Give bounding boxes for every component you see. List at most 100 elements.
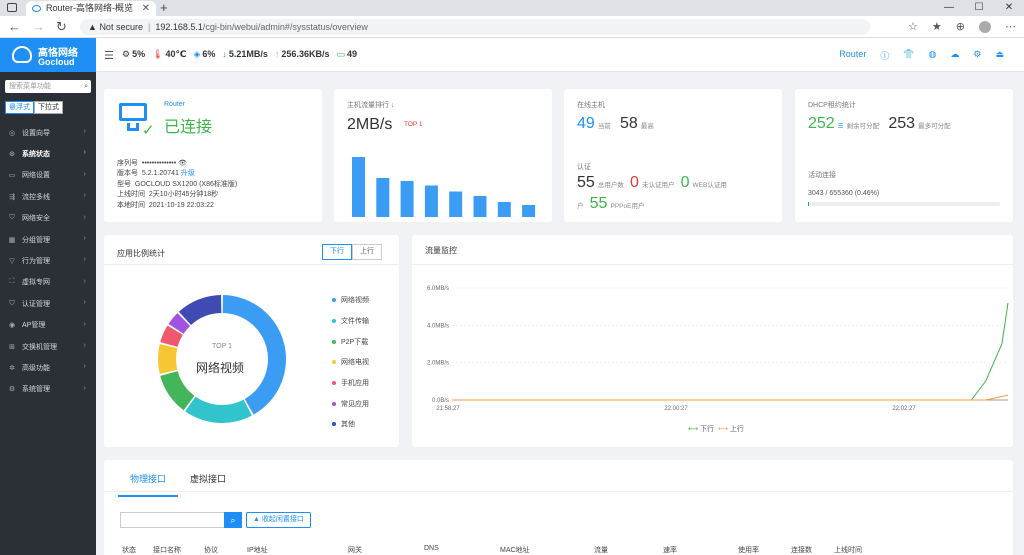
y-tick-label: 6.0MB/s (427, 286, 449, 292)
sidebar-item[interactable]: ⊞ 交换机管理 › (0, 336, 96, 357)
chevron-right-icon: › (83, 384, 86, 392)
sidebar-item[interactable]: ⛉ 认证管理 › (0, 293, 96, 314)
mode-dropdown-button[interactable]: 下拉式 (34, 101, 63, 114)
menu-toggle-icon[interactable]: ☰ (104, 50, 114, 62)
mode-float-button[interactable]: 悬浮式 (5, 101, 34, 114)
back-icon[interactable]: ← (8, 19, 21, 34)
legend-item[interactable]: 网络视频 (332, 290, 369, 311)
legend-up-label[interactable]: 上行 (729, 426, 744, 433)
forward-icon[interactable]: → (32, 19, 45, 34)
shirt-icon[interactable]: 👕 (903, 49, 915, 59)
sidebar-item[interactable]: ⛶ 虚拟专网 › (0, 272, 96, 293)
eye-icon[interactable]: 👁 (178, 160, 188, 167)
chevron-right-icon: › (83, 149, 86, 157)
serial-value: •••••••••••••• (141, 160, 177, 167)
search-icon[interactable]: ⌕ (84, 83, 88, 90)
reload-icon[interactable]: ↻ (56, 19, 67, 34)
table-column-header[interactable]: 速率 (663, 547, 677, 554)
sidebar-item-label: 交换机管理 (22, 343, 57, 351)
tab-actions-icon[interactable] (7, 3, 17, 12)
table-column-header[interactable]: 上线时间 (834, 547, 862, 554)
info-icon[interactable]: ⓘ (880, 51, 890, 61)
conn-progress (808, 202, 1000, 206)
sidebar-item[interactable]: ⇶ 流控多线 › (0, 186, 96, 207)
sidebar-item[interactable]: ◎ 设置向导 › (0, 122, 96, 143)
close-icon[interactable]: ✕ (141, 3, 150, 14)
legend-up-icon[interactable]: ⟷ (717, 426, 728, 433)
search-icon[interactable]: ⌕ (224, 512, 242, 528)
sidebar-item[interactable]: ⚙ 系统管理 › (0, 379, 96, 400)
close-window-icon[interactable]: ✕ (1004, 2, 1014, 13)
cloud-icon[interactable]: ☁ (950, 49, 960, 59)
serial-label: 序列号 (117, 160, 138, 167)
browser-tab[interactable]: Router-高恪网络-概览 ✕ (26, 1, 156, 16)
rank-bar (400, 181, 414, 217)
tab-physical[interactable]: 物理接口 (118, 462, 179, 497)
settings-icon[interactable]: ⚙ (973, 49, 982, 59)
sidebar-item[interactable]: ⛉ 网络安全 › (0, 208, 96, 229)
logout-icon[interactable]: ⏏ (995, 49, 1004, 59)
sidebar-item-label: 虚拟专网 (22, 279, 50, 287)
tab-virtual[interactable]: 虚拟接口 (190, 474, 227, 484)
menu-search-input[interactable]: 搜索菜单功能 ⌕ (5, 80, 91, 93)
sidebar-item[interactable]: ✲ 高级功能 › (0, 357, 96, 378)
url-host: 192.168.5.1 (155, 22, 203, 32)
legend-item[interactable]: 网络电视 (332, 352, 369, 373)
sidebar-item-label: 系统管理 (22, 386, 50, 394)
sidebar-menu: ◎ 设置向导 › ⊙ 系统状态 › ▭ 网络设置 › ⇶ 流控多线 › ⛉ 网络安全 › ▦ 分组管理 › ▽ 行为管… (0, 122, 96, 400)
table-column-header[interactable]: 接口名称 (153, 547, 181, 554)
sidebar-item[interactable]: ▽ 行为管理 › (0, 250, 96, 271)
upgrade-link[interactable]: 升级 (180, 170, 195, 178)
sidebar-item-label: 分组管理 (22, 236, 50, 244)
legend-item[interactable]: 常见应用 (332, 393, 369, 414)
donut-slice (160, 325, 183, 347)
sidebar-item-icon: ▽ (9, 258, 15, 266)
tab-up[interactable]: 上行 (352, 244, 382, 260)
table-column-header[interactable]: 连接数 (791, 547, 812, 554)
new-tab-button[interactable]: + (160, 0, 168, 15)
collapse-idle-label: 收起闲置接口 (261, 516, 304, 523)
cloud-logo-icon (12, 46, 32, 63)
legend-item[interactable]: P2P下载 (332, 331, 369, 352)
minimize-icon[interactable]: — (944, 2, 954, 13)
tab-down[interactable]: 下行 (322, 244, 352, 260)
legend-item[interactable]: 其他 (332, 414, 369, 435)
app-donut-chart (158, 295, 286, 423)
router-name-link[interactable]: Router (839, 49, 867, 59)
sidebar-item-icon: ◎ (8, 129, 16, 137)
app-stats-card: 应用比例统计 下行 上行 TOP 1 网络视频 网络视频 文件传输 P2P下载 网络电… (104, 235, 399, 447)
version-value: 5.2.1.20741 (141, 170, 179, 178)
profile-avatar[interactable] (979, 21, 991, 33)
maximize-icon[interactable]: ☐ (974, 2, 984, 13)
favorites-icon[interactable]: ★ (931, 21, 942, 33)
table-column-header[interactable]: 协议 (204, 547, 218, 554)
sidebar-item[interactable]: ⊙ 系统状态 › (0, 143, 96, 164)
table-column-header[interactable]: IP地址 (247, 547, 268, 554)
sidebar-item[interactable]: ◉ AP管理 › (0, 315, 96, 336)
legend-dot (332, 319, 336, 324)
legend-item[interactable]: 手机应用 (332, 373, 369, 394)
table-column-header[interactable]: 流量 (594, 547, 608, 554)
interface-search-input[interactable] (120, 512, 224, 528)
url-path: /cgi-bin/webui/admin#/sysstatus/overview (202, 22, 368, 32)
sidebar-item[interactable]: ▭ 网络设置 › (0, 165, 96, 186)
url-field[interactable]: ▲ Not secure | 192.168.5.1/cgi-bin/webui/a… (80, 19, 870, 35)
sidebar-item[interactable]: ▦ 分组管理 › (0, 229, 96, 250)
list-icon[interactable]: ☰ (837, 123, 844, 130)
table-column-header[interactable]: 使用率 (738, 547, 759, 554)
y-tick-label: 2.0MB/s (427, 361, 449, 367)
legend-down-icon[interactable]: ⟷ (688, 426, 699, 433)
rank-bar (522, 205, 536, 217)
collapse-idle-button[interactable]: ▲ 收起闲置接口 (246, 512, 311, 528)
legend-down-label[interactable]: 下行 (700, 426, 714, 433)
more-icon[interactable]: ⋯ (1005, 21, 1016, 33)
star-icon[interactable]: ☆ (908, 21, 918, 33)
globe-icon[interactable]: ◍ (928, 49, 937, 59)
legend-item[interactable]: 文件传输 (332, 311, 369, 332)
collections-icon[interactable]: ⊕ (955, 21, 965, 33)
table-column-header[interactable]: 网关 (348, 547, 362, 554)
table-column-header[interactable]: 状态 (122, 547, 136, 554)
table-column-header[interactable]: MAC地址 (500, 547, 530, 554)
rank-bar (352, 157, 365, 217)
table-column-header[interactable]: DNS (424, 545, 439, 552)
